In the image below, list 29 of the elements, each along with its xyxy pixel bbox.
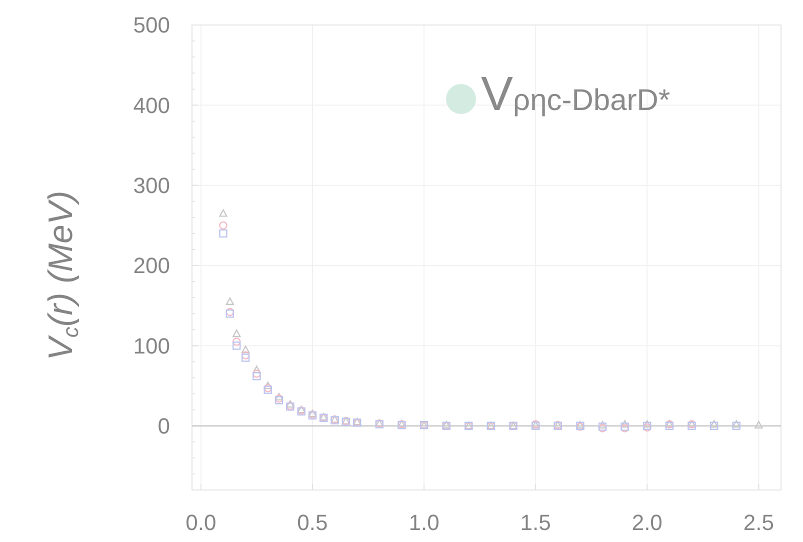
point — [274, 392, 284, 400]
y-tick-label: 400 — [133, 92, 170, 118]
point — [232, 342, 241, 350]
point — [232, 338, 241, 346]
x-tick-label: 0.5 — [297, 510, 328, 535]
point — [219, 209, 228, 217]
point — [226, 297, 234, 305]
point — [754, 420, 763, 428]
point — [252, 372, 261, 380]
y-tick-label: 100 — [133, 333, 170, 358]
point — [232, 330, 241, 338]
annotation: Vρηc-DbarD* — [481, 68, 670, 121]
point — [241, 346, 250, 354]
x-tick-label: 2.5 — [743, 510, 774, 535]
y-tick-label: 500 — [133, 12, 170, 38]
point — [252, 370, 261, 378]
point — [620, 420, 629, 428]
y-tick-label: 300 — [133, 173, 170, 198]
y-tick-label: 200 — [133, 253, 170, 278]
point — [219, 229, 228, 238]
y-tick-label: 0 — [158, 414, 170, 439]
point — [219, 221, 228, 230]
point — [241, 354, 250, 362]
point — [241, 351, 250, 360]
x-tick-label: 1.0 — [408, 510, 440, 535]
x-tick-label: 0.0 — [186, 510, 216, 535]
x-tick-label: 1.5 — [520, 510, 551, 535]
x-tick-label: 2.0 — [632, 510, 662, 535]
point — [264, 382, 272, 390]
